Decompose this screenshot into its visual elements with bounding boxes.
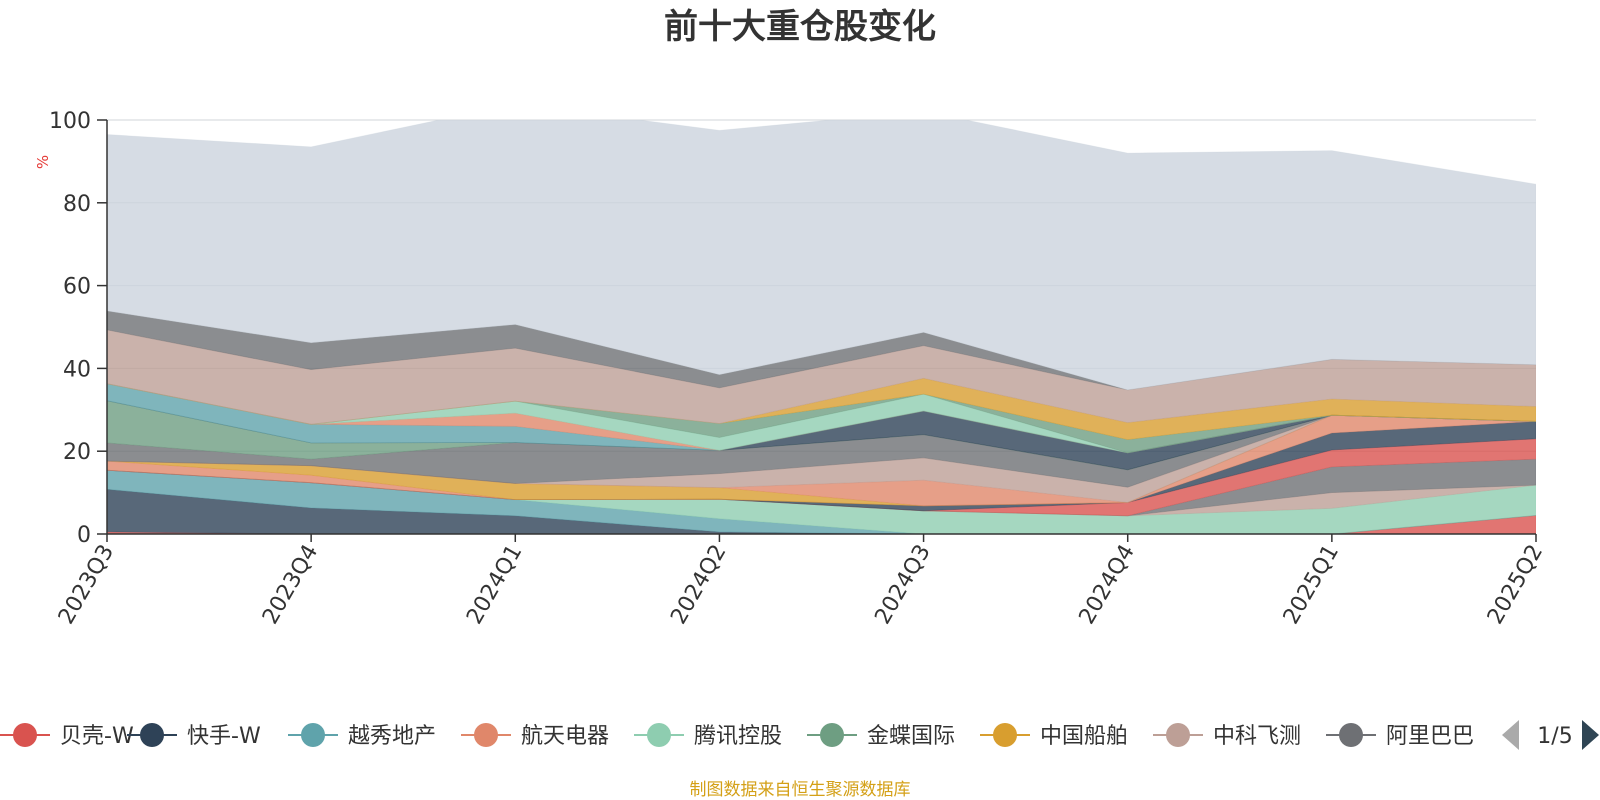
- legend-marker: [647, 723, 671, 747]
- legend-marker: [820, 723, 844, 747]
- x-axis-ticks: 2023Q3 2023Q4 2024Q1 2024Q2 2024Q3 2024Q4 2025…: [54, 534, 1548, 629]
- legend-label: 越秀地产: [348, 724, 436, 749]
- x-tick-label: 2023Q4: [258, 541, 323, 629]
- legend-page-indicator: 1/5: [1537, 724, 1572, 749]
- area-中科飞测: [107, 329, 1536, 425]
- area-金蝶国际: [107, 383, 1536, 454]
- legend-item-航天电器[interactable]: 航天电器: [461, 723, 609, 749]
- legend-marker: [140, 723, 164, 747]
- y-axis-unit: %: [34, 155, 52, 169]
- legend-marker: [474, 723, 498, 747]
- area-其他: [107, 120, 1536, 391]
- area-中科飞测: [107, 414, 1536, 503]
- legend-label: 航天电器: [521, 724, 609, 749]
- legend-marker: [1339, 723, 1363, 747]
- axes: [106, 120, 1536, 535]
- x-tick-label: 2024Q3: [870, 541, 935, 629]
- area-快手-W: [107, 400, 1536, 471]
- legend: 贝壳-W 快手-W 越秀地产 航天电器 腾讯控股 金蝶国际 中国船舶 中科飞测 阿里巴巴: [0, 723, 1474, 749]
- source-note: 制图数据来自恒生聚源数据库: [690, 780, 911, 800]
- triangle-left-icon[interactable]: [1502, 720, 1519, 750]
- y-tick-label: 20: [63, 440, 91, 465]
- legend-item-腾讯控股[interactable]: 腾讯控股: [634, 723, 782, 749]
- y-tick-label: 0: [77, 523, 91, 548]
- legend-marker: [301, 723, 325, 747]
- legend-item-贝壳-W[interactable]: 贝壳-W: [0, 723, 134, 749]
- y-axis-ticks: 0 20 40 60 80 100: [49, 109, 107, 548]
- legend-item-快手-W[interactable]: 快手-W: [127, 723, 261, 749]
- y-tick-label: 80: [63, 192, 91, 217]
- area-腾讯控股: [107, 383, 1536, 454]
- y-tick-label: 40: [63, 357, 91, 382]
- area-中国船舶: [107, 414, 1536, 507]
- legend-label: 中国船舶: [1040, 724, 1128, 749]
- y-tick-label: 60: [63, 275, 91, 300]
- legend-marker: [993, 723, 1017, 747]
- legend-marker: [13, 723, 37, 747]
- legend-item-中科飞测[interactable]: 中科飞测: [1153, 723, 1301, 749]
- legend-item-金蝶国际[interactable]: 金蝶国际: [807, 723, 955, 749]
- stacked-areas: [107, 120, 1536, 534]
- legend-item-中国船舶[interactable]: 中国船舶: [980, 723, 1128, 749]
- x-tick-label: 2024Q2: [666, 541, 731, 629]
- triangle-right-icon[interactable]: [1582, 720, 1599, 750]
- y-tick-label: 100: [49, 109, 91, 134]
- legend-label: 中科飞测: [1213, 724, 1301, 749]
- chart-title: 前十大重仓股变化: [664, 7, 936, 47]
- legend-marker: [1166, 723, 1190, 747]
- legend-item-阿里巴巴[interactable]: 阿里巴巴: [1326, 723, 1474, 749]
- legend-label: 阿里巴巴: [1386, 724, 1474, 749]
- legend-label: 快手-W: [187, 724, 261, 749]
- x-tick-label: 2024Q4: [1075, 541, 1140, 629]
- legend-item-越秀地产[interactable]: 越秀地产: [288, 723, 436, 749]
- area-贝壳-W: [107, 514, 1536, 534]
- legend-label: 腾讯控股: [694, 724, 782, 749]
- x-tick-label: 2023Q3: [54, 541, 119, 629]
- legend-label: 贝壳-W: [60, 724, 134, 749]
- x-tick-label: 2024Q1: [462, 541, 527, 629]
- legend-label: 金蝶国际: [867, 724, 955, 749]
- x-tick-label: 2025Q1: [1279, 541, 1344, 629]
- area-航天电器: [107, 414, 1536, 507]
- legend-pager: 1/5: [1502, 720, 1599, 750]
- x-tick-label: 2025Q2: [1483, 541, 1548, 629]
